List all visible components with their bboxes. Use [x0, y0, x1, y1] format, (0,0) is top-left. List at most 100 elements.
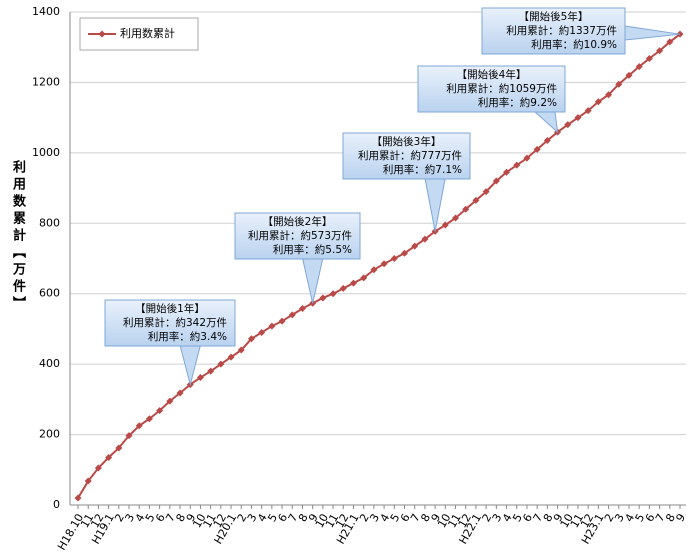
marker [452, 214, 460, 222]
marker [380, 260, 388, 268]
marker [288, 311, 296, 319]
callout-box [104, 299, 236, 347]
callout-text: 【開始後1年】 [135, 302, 205, 315]
x-tick-label: 12 [211, 512, 229, 531]
y-tick-label: 1000 [32, 146, 60, 159]
marker [105, 453, 113, 461]
callout-text: 利用累計：約1337万件 [506, 24, 617, 37]
marker [135, 422, 143, 430]
y-tick-label: 400 [39, 357, 60, 370]
x-tick-label: 11 [568, 512, 586, 531]
y-tick-label: 800 [39, 216, 60, 229]
marker [237, 346, 245, 354]
y-axis-label: 利用数累計【万件】 [10, 160, 25, 313]
marker [196, 374, 204, 382]
callout-text: 【開始後2年】 [263, 215, 333, 228]
callout-text: 【開始後4年】 [457, 68, 527, 81]
marker [370, 266, 378, 274]
x-tick-label: 12 [333, 512, 351, 531]
marker [635, 63, 643, 71]
marker [625, 71, 633, 79]
marker [523, 154, 531, 162]
marker [156, 407, 164, 415]
callout-text: 利用累計：約573万件 [248, 229, 352, 242]
callout-text: 利用累計：約1059万件 [446, 82, 557, 95]
marker [605, 91, 613, 99]
marker [656, 47, 664, 55]
callout-text: 利用率：約5.5% [273, 243, 352, 256]
y-tick-label: 0 [53, 498, 60, 511]
legend-marker [98, 30, 106, 38]
marker [329, 290, 337, 298]
callout-pointer [302, 258, 324, 304]
y-tick-label: 200 [39, 428, 60, 441]
callout-box [481, 7, 626, 55]
marker [207, 367, 215, 375]
marker [390, 255, 398, 262]
callout-text: 利用率：約9.2% [478, 96, 557, 109]
marker [349, 279, 357, 287]
line [77, 33, 681, 499]
marker [503, 168, 511, 176]
callout-box [234, 212, 361, 260]
y-tick-label: 600 [39, 287, 60, 300]
marker [513, 161, 521, 169]
marker [482, 188, 490, 196]
x-tick-label: 12 [578, 512, 596, 531]
marker [441, 221, 449, 229]
marker [594, 98, 602, 106]
marker [645, 54, 653, 62]
callout-text: 【開始後5年】 [519, 10, 589, 23]
marker [217, 360, 225, 368]
x-tick-label: 10 [558, 512, 576, 531]
callout-text: 利用率：約7.1% [383, 163, 462, 176]
x-tick-label: 10 [190, 512, 208, 531]
marker [319, 294, 327, 302]
marker [125, 432, 133, 440]
callout-text: 利用累計：約342万件 [123, 316, 227, 329]
x-tick-label: 10 [435, 512, 453, 531]
x-tick-label: 11 [445, 512, 463, 531]
marker [462, 205, 470, 213]
marker [298, 305, 306, 313]
marker [615, 80, 623, 88]
x-tick-label: 9 [673, 512, 688, 525]
marker [543, 137, 551, 145]
legend-label: 利用数累計 [120, 26, 175, 40]
marker [574, 114, 582, 122]
marker [84, 477, 92, 485]
callout-box [342, 132, 471, 180]
x-tick-label: 12 [88, 512, 106, 531]
marker [360, 274, 368, 282]
marker [94, 464, 102, 472]
callout-text: 利用率：約3.4% [148, 330, 227, 343]
marker [666, 38, 674, 46]
callout-pointer [624, 25, 681, 41]
x-tick-label: 10 [313, 512, 331, 531]
marker [411, 242, 419, 250]
callout-pointer [533, 111, 559, 134]
marker [492, 177, 500, 185]
marker [166, 397, 174, 405]
x-tick-label: 11 [323, 512, 341, 531]
marker [258, 328, 266, 336]
marker [227, 353, 235, 361]
y-tick-label: 1200 [32, 75, 60, 88]
marker [145, 415, 153, 423]
marker [268, 322, 276, 330]
marker [176, 389, 184, 397]
marker [533, 145, 541, 153]
marker [564, 121, 572, 129]
marker [472, 196, 480, 204]
marker [74, 494, 82, 502]
x-tick-label: 11 [78, 512, 96, 531]
x-tick-label: 12 [456, 512, 474, 531]
y-tick-label: 1400 [32, 5, 60, 18]
